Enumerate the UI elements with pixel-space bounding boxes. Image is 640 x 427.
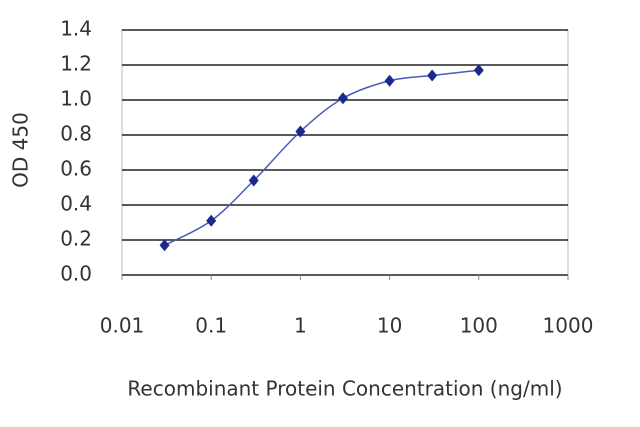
data-point: [427, 69, 438, 82]
x-tick-label: 10: [377, 314, 402, 338]
data-point: [295, 125, 306, 138]
x-axis-title: Recombinant Protein Concentration (ng/ml…: [127, 377, 562, 401]
y-axis-title: OD 450: [9, 112, 33, 188]
x-tick-label: 1000: [543, 314, 594, 338]
y-tick-label: 0.4: [60, 192, 92, 216]
y-tick-label: 0.0: [60, 262, 92, 286]
y-tick-label: 0.8: [60, 122, 92, 146]
data-point: [248, 174, 259, 187]
x-tick-label: 0.1: [195, 314, 227, 338]
y-tick-label: 1.0: [60, 87, 92, 111]
y-tick-label: 1.4: [60, 17, 92, 41]
x-tick-label: 0.01: [100, 314, 145, 338]
data-point: [159, 239, 170, 252]
plot-frame: [121, 29, 569, 276]
y-tick-label: 0.6: [60, 157, 92, 181]
data-point: [337, 92, 348, 105]
data-point: [206, 214, 217, 227]
x-tick-label: 1: [294, 314, 307, 338]
data-point: [384, 74, 395, 87]
y-tick-label: 1.2: [60, 52, 92, 76]
x-tick-label: 100: [460, 314, 498, 338]
data-point: [473, 64, 484, 77]
y-tick-label: 0.2: [60, 227, 92, 251]
